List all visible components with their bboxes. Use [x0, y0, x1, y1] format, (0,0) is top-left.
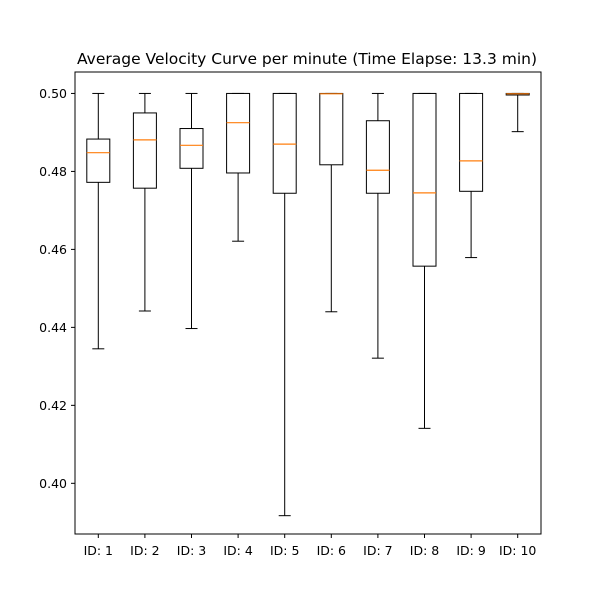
box-4 [226, 92, 251, 242]
x-axis: ID: 1 ID: 2 ID: 3 ID: 4 ID: 5 ID: 6 ID: 7 ID: 8… [84, 534, 536, 558]
x-tick-label: ID: 8 [410, 543, 439, 558]
box-7 [365, 92, 390, 359]
x-tick-label: ID: 6 [317, 543, 346, 558]
x-tick-label: ID: 9 [456, 543, 485, 558]
box-10 [505, 92, 530, 133]
chart-title: Average Velocity Curve per minute (Time … [77, 50, 537, 68]
box-9 [459, 92, 484, 259]
axes-frame [74, 71, 542, 535]
x-tick-label: ID: 4 [223, 543, 252, 558]
x-tick-label: ID: 3 [177, 543, 206, 558]
iqr-box [86, 138, 111, 183]
x-tick-label: ID: 10 [499, 543, 536, 558]
box-8 [412, 92, 437, 429]
x-tick-label: ID: 1 [84, 543, 113, 558]
iqr-box [459, 92, 484, 192]
iqr-box [132, 112, 157, 189]
x-tick-label: ID: 2 [130, 543, 159, 558]
iqr-box [412, 92, 437, 267]
box-6 [319, 92, 344, 313]
y-tick-label: 0.42 [39, 398, 67, 413]
box-1 [86, 92, 111, 350]
iqr-box [365, 120, 390, 194]
box-5 [272, 92, 297, 517]
y-tick-label: 0.44 [39, 320, 67, 335]
iqr-box [272, 92, 297, 194]
x-tick-label: ID: 7 [363, 543, 392, 558]
plot-area [86, 92, 530, 517]
y-axis: 0.40 0.42 0.44 0.46 0.48 0.50 [39, 86, 75, 491]
y-tick-label: 0.40 [39, 476, 67, 491]
iqr-box [226, 92, 251, 174]
box-2 [132, 92, 157, 312]
x-tick-label: ID: 5 [270, 543, 299, 558]
y-tick-label: 0.48 [39, 164, 67, 179]
iqr-box [179, 128, 204, 169]
y-tick-label: 0.46 [39, 242, 67, 257]
y-tick-label: 0.50 [39, 86, 67, 101]
box-3 [179, 92, 204, 330]
